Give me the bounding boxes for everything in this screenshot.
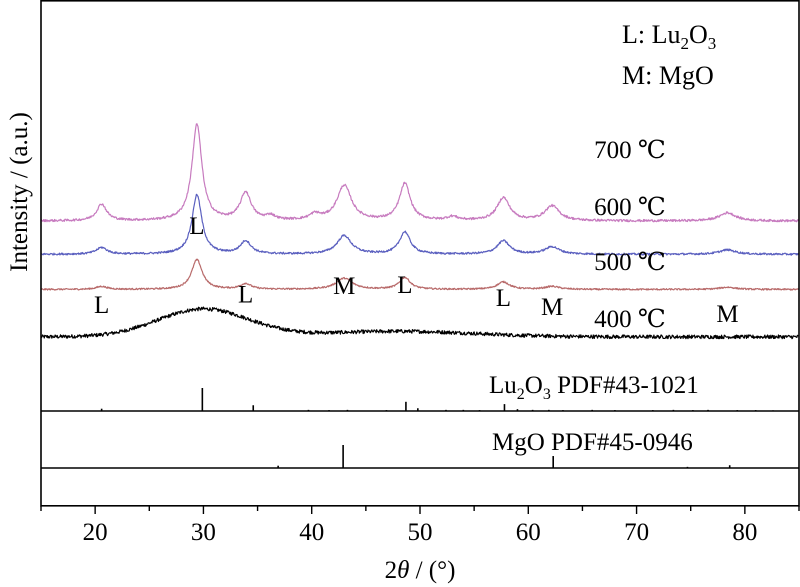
series-line-0: [40, 123, 800, 223]
peak-label-3: M: [333, 273, 355, 300]
peak-label-4: L: [397, 272, 412, 299]
peak-label-2: L: [238, 281, 253, 308]
series-line-1: [40, 193, 800, 256]
plot-frame: [40, 0, 800, 507]
peak-label-7: M: [716, 301, 738, 328]
x-tick-label-80: 80: [732, 519, 757, 546]
x-tick-label-30: 30: [191, 519, 216, 546]
peak-label-6: M: [541, 294, 563, 321]
legend-mgo: M: MgO: [622, 61, 714, 90]
legend-lu2o3: L: Lu2O3: [622, 20, 716, 53]
series-label-2: 500 ℃: [594, 249, 666, 276]
series-line-2: [40, 258, 800, 291]
series-layer: [40, 123, 800, 340]
x-tick-label-40: 40: [299, 519, 324, 546]
x-tick-label-70: 70: [624, 519, 649, 546]
x-tick-label-60: 60: [516, 519, 541, 546]
peak-label-0: L: [94, 292, 109, 319]
series-label-0: 700 ℃: [594, 137, 666, 164]
x-tick-layer: 20 30 40 50 60 70 80: [40, 506, 800, 546]
series-line-3: [40, 306, 800, 340]
y-axis-label: Intensity / (a.u.): [6, 112, 33, 272]
x-tick-label-50: 50: [408, 519, 433, 546]
series-label-layer: 700 ℃ 600 ℃ 500 ℃ 400 ℃: [594, 137, 666, 333]
peak-label-5: L: [496, 285, 511, 312]
peak-label-1: L: [189, 213, 204, 240]
ref-mgo-label: MgO PDF#45-0946: [492, 429, 693, 456]
x-tick-label-20: 20: [83, 519, 108, 546]
series-label-3: 400 ℃: [594, 306, 666, 333]
ref-lu2o3-label: Lu2O3 PDF#43-1021: [489, 372, 699, 403]
peak-label-layer: L L L M L L M M: [94, 213, 739, 328]
x-axis-label: 2θ / (°): [385, 557, 456, 584]
series-label-1: 600 ℃: [594, 194, 666, 221]
